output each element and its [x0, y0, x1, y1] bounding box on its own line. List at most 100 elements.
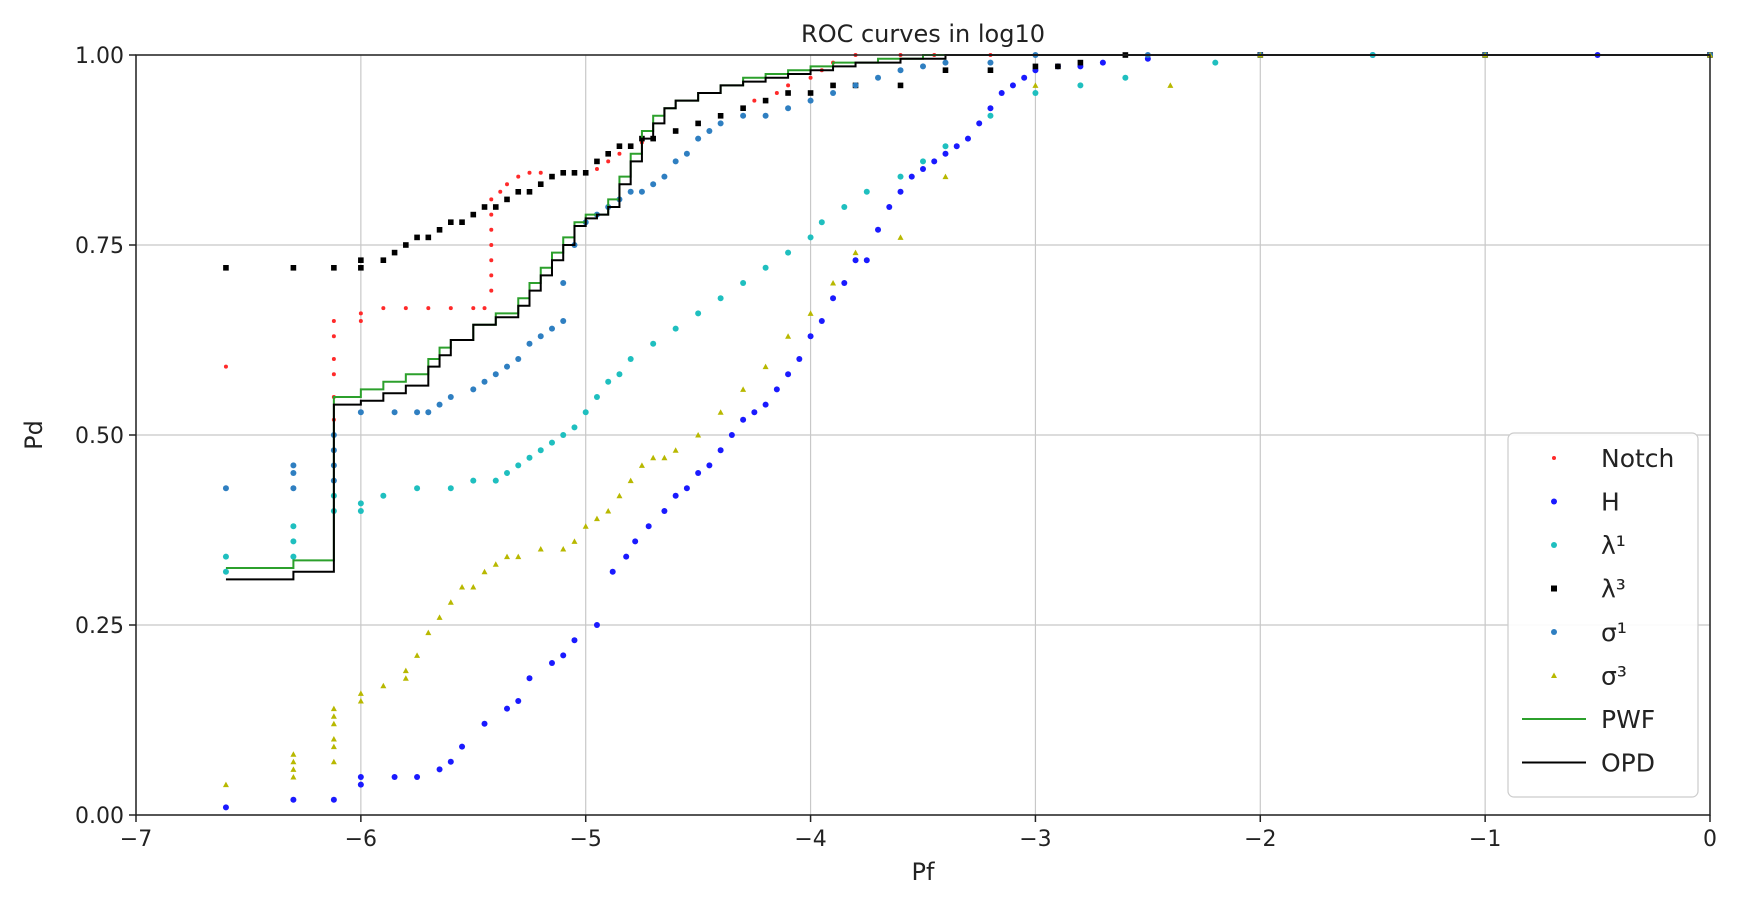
data-point — [752, 98, 757, 103]
data-point — [645, 523, 652, 530]
data-point — [222, 485, 229, 492]
data-point — [638, 462, 645, 468]
data-point — [897, 173, 904, 180]
data-point — [223, 364, 228, 369]
data-point — [222, 568, 229, 575]
data-point — [808, 75, 813, 80]
data-point — [425, 409, 432, 416]
data-point — [358, 319, 363, 323]
y-tick-label: 0.00 — [75, 804, 124, 829]
data-point — [672, 158, 679, 165]
data-point — [391, 409, 398, 416]
data-point — [381, 306, 386, 311]
legend-swatch — [1551, 498, 1557, 505]
data-point — [330, 713, 337, 719]
data-point — [740, 280, 747, 286]
data-point — [391, 249, 398, 256]
legend-swatch — [1551, 629, 1557, 635]
data-point — [290, 758, 297, 765]
data-point — [632, 538, 639, 545]
data-point — [852, 82, 859, 89]
data-point — [515, 698, 522, 704]
data-point — [728, 432, 735, 438]
data-point — [1032, 82, 1039, 88]
data-point — [504, 553, 511, 560]
data-point — [785, 90, 791, 96]
data-point — [661, 173, 668, 180]
data-point — [998, 90, 1005, 96]
data-point — [987, 112, 994, 119]
data-point — [627, 188, 634, 195]
data-point — [807, 90, 814, 96]
data-point — [717, 120, 724, 127]
data-point — [222, 804, 229, 811]
data-point — [1099, 59, 1106, 66]
data-point — [436, 614, 443, 620]
data-point — [593, 622, 600, 628]
legend-label: Notch — [1601, 444, 1674, 473]
data-point — [504, 470, 511, 476]
data-point — [537, 181, 544, 187]
data-point — [515, 462, 522, 469]
data-point — [942, 67, 949, 73]
data-point — [852, 249, 859, 256]
data-point — [537, 447, 544, 454]
data-point — [560, 280, 567, 286]
data-point — [953, 143, 960, 150]
data-point — [852, 257, 859, 264]
data-point — [391, 774, 398, 780]
data-point — [695, 135, 702, 142]
data-point — [830, 82, 836, 89]
y-tick-label: 1.00 — [75, 44, 124, 69]
data-point — [504, 363, 511, 370]
data-point — [223, 265, 229, 271]
data-point — [774, 91, 779, 95]
data-point — [627, 477, 634, 484]
data-point — [222, 553, 229, 560]
data-point — [331, 319, 336, 323]
data-point — [609, 568, 616, 575]
data-point — [482, 306, 487, 311]
data-point — [481, 378, 488, 385]
data-point — [762, 401, 769, 408]
data-point — [661, 508, 668, 514]
data-point — [357, 774, 364, 780]
data-point — [526, 189, 533, 195]
data-point — [617, 151, 622, 156]
data-point — [1077, 59, 1084, 66]
data-point — [549, 173, 555, 180]
data-point — [773, 386, 780, 393]
data-point — [489, 258, 494, 263]
data-point — [357, 690, 364, 696]
data-point — [1009, 82, 1016, 89]
data-point — [331, 334, 336, 339]
data-point — [571, 170, 578, 176]
data-point — [481, 720, 488, 727]
data-point — [740, 386, 747, 392]
data-point — [830, 90, 837, 96]
data-point — [785, 371, 792, 378]
data-point — [616, 143, 623, 149]
data-point — [447, 394, 454, 400]
data-point — [548, 660, 555, 666]
y-tick-label: 0.50 — [75, 424, 124, 449]
data-point — [931, 158, 938, 165]
data-point — [537, 546, 544, 552]
data-point — [290, 751, 297, 757]
data-point — [414, 234, 420, 241]
data-point — [897, 67, 904, 74]
data-point — [331, 372, 336, 377]
data-point — [560, 546, 567, 552]
data-point — [330, 736, 337, 742]
data-point — [492, 477, 499, 484]
data-point — [516, 174, 521, 179]
series-5 — [222, 52, 1713, 788]
data-point — [818, 318, 825, 324]
x-tick-label: −4 — [794, 827, 826, 852]
data-point — [650, 340, 657, 347]
data-point — [717, 113, 724, 119]
data-point — [515, 553, 522, 560]
data-point — [357, 698, 364, 704]
data-point — [964, 135, 971, 142]
data-point — [571, 538, 578, 544]
